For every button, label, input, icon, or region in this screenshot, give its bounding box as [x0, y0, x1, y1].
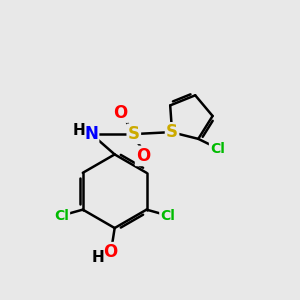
Text: O: O [103, 243, 117, 261]
Text: O: O [136, 147, 150, 165]
Text: Cl: Cl [160, 209, 175, 223]
Text: S: S [128, 125, 140, 143]
Text: Cl: Cl [210, 142, 225, 156]
Text: H: H [92, 250, 104, 265]
Text: N: N [84, 125, 98, 143]
Text: H: H [72, 123, 85, 138]
Text: S: S [166, 123, 178, 141]
Text: Cl: Cl [54, 209, 69, 223]
Text: O: O [113, 103, 128, 122]
